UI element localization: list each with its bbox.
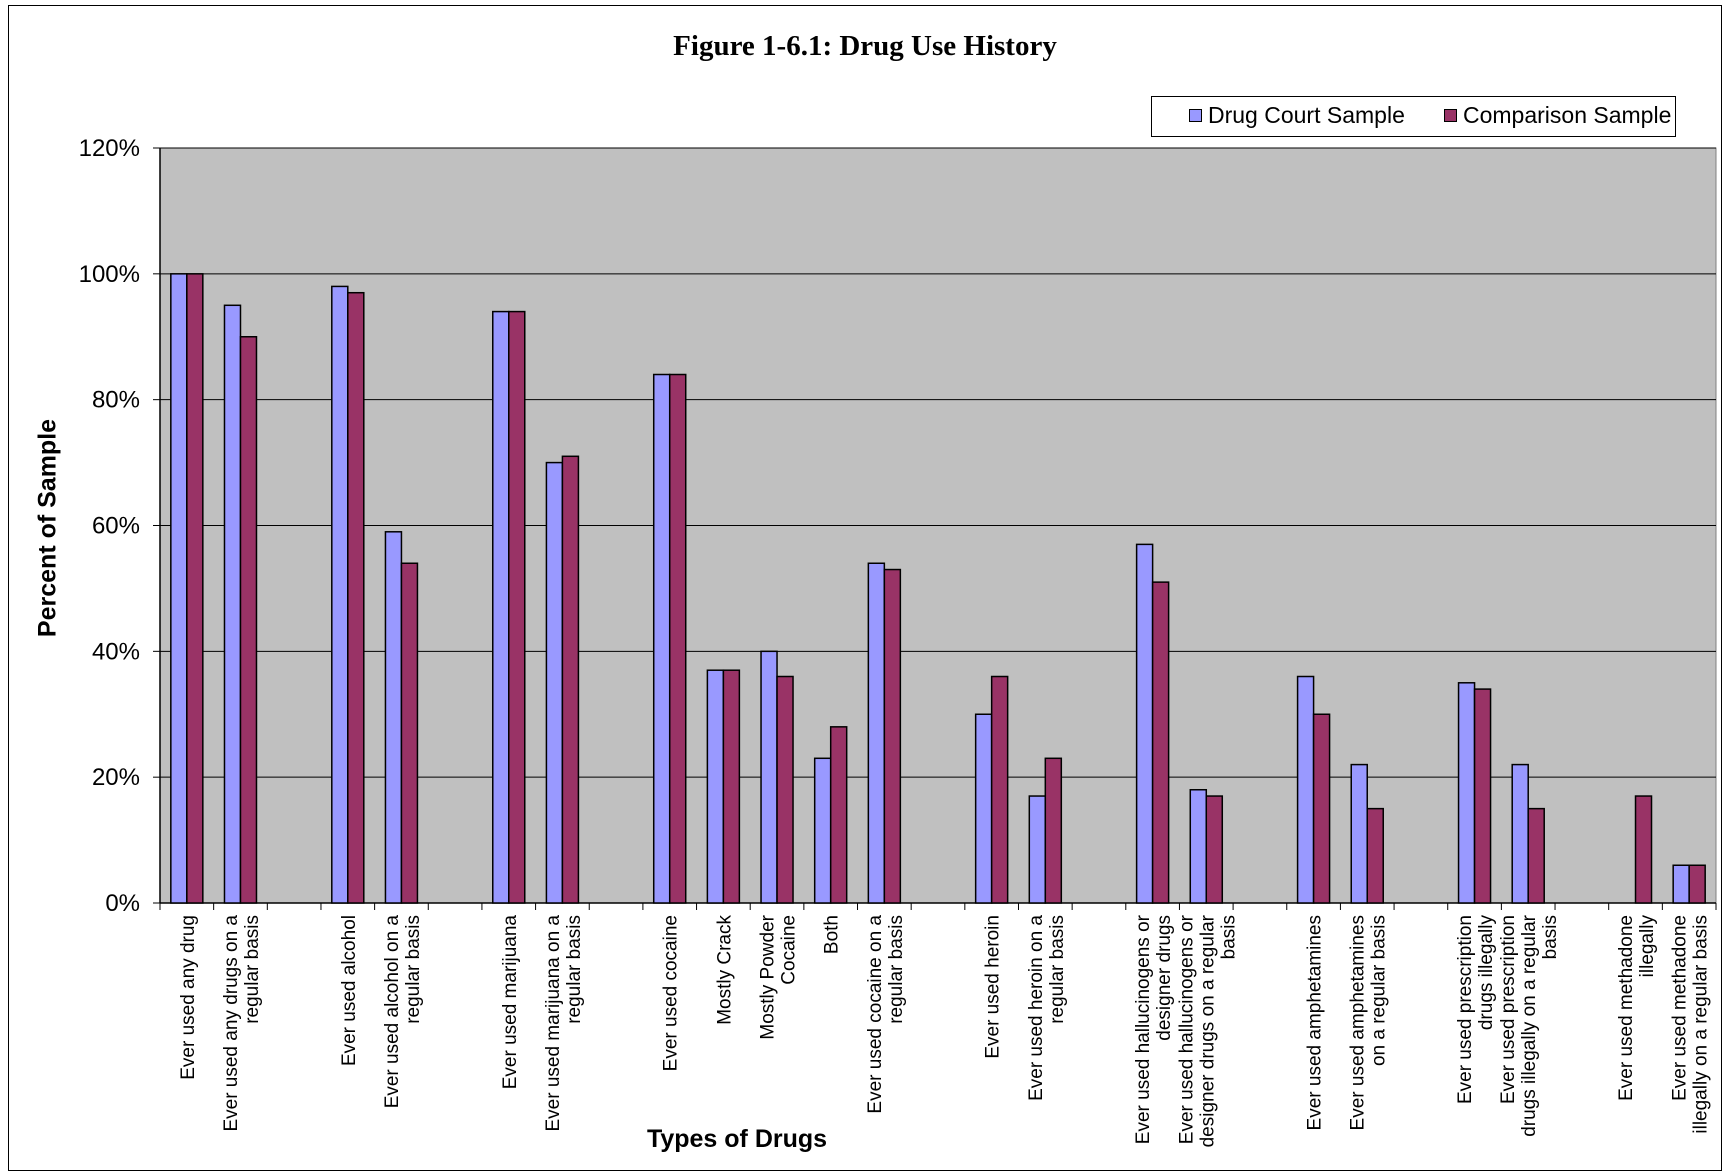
bar-drug-court [170, 273, 188, 904]
x-category-label: regular basis [1047, 915, 1068, 1024]
x-category-label: Ever used methadone [1670, 915, 1691, 1101]
bar-drug-court [1511, 763, 1529, 904]
bar-comparison [1634, 795, 1653, 904]
x-category-label: Mostly Powder [758, 914, 779, 1039]
x-category-label: Ever used marijuana on a [543, 915, 564, 1132]
x-category-label: Ever used cocaine [661, 915, 682, 1071]
bar-drug-court [706, 669, 725, 904]
y-tick-label: 120% [79, 135, 140, 162]
y-tick-label: 60% [92, 513, 140, 540]
bar-drug-court [384, 531, 403, 904]
x-category-label: Ever used prescription [1498, 915, 1519, 1104]
bar-drug-court [545, 461, 564, 904]
x-category-label: Ever used marijuana [500, 915, 521, 1090]
bar-drug-court [1028, 795, 1047, 904]
bar-comparison [1366, 807, 1384, 904]
bar-comparison [1312, 713, 1331, 904]
x-category-label: Ever used hallucinogens or [1176, 914, 1197, 1144]
x-category-label: Ever used any drugs on a [221, 915, 242, 1132]
y-tick-label: 0% [105, 890, 140, 917]
bar-drug-court [867, 562, 886, 904]
y-tick-label: 100% [79, 261, 140, 288]
x-category-label: basis [1540, 915, 1561, 959]
x-category-label: regular basis [886, 915, 907, 1024]
bar-comparison [400, 562, 419, 904]
x-category-label: drugs illegally [1476, 915, 1497, 1031]
legend-swatch-comparison [1444, 109, 1457, 122]
bar-comparison [776, 675, 794, 904]
bar-comparison [829, 726, 848, 904]
legend-label-drug-court: Drug Court Sample [1208, 102, 1405, 128]
bar-comparison [1205, 795, 1224, 904]
y-tick-label: 20% [92, 764, 140, 791]
bar-drug-court [1189, 789, 1208, 904]
legend-swatch-drug-court [1189, 109, 1202, 122]
bar-comparison [1151, 581, 1170, 904]
x-category-label: Mostly Crack [714, 915, 735, 1025]
bar-drug-court [1296, 675, 1315, 904]
legend: Drug Court Sample Comparison Sample [1151, 96, 1676, 137]
bar-comparison [990, 675, 1009, 904]
bar-drug-court [492, 310, 510, 904]
bar-comparison [722, 669, 741, 904]
bar-drug-court [1672, 864, 1690, 904]
bar-comparison [668, 373, 687, 904]
x-category-label: drugs illegally on a regular [1519, 914, 1540, 1136]
bar-comparison [1044, 757, 1063, 904]
legend-label-comparison: Comparison Sample [1463, 102, 1672, 128]
x-category-label: Ever used heroin on a [1026, 915, 1047, 1101]
x-category-label: illegally [1637, 915, 1658, 978]
bar-comparison [561, 455, 580, 904]
x-axis-title: Types of Drugs [646, 1125, 828, 1153]
bar-comparison [1473, 688, 1492, 904]
bar-comparison [1688, 864, 1706, 904]
x-category-label: Ever used alcohol on a [382, 915, 403, 1109]
bar-drug-court [1457, 682, 1476, 904]
bar-drug-court [760, 650, 778, 904]
bar-comparison [347, 291, 365, 904]
x-category-label: Ever used heroin [983, 915, 1004, 1059]
bar-comparison [883, 568, 902, 904]
y-tick-label: 40% [92, 638, 140, 665]
x-category-label: regular basis [403, 915, 424, 1024]
legend-item-drug-court: Drug Court Sample [1189, 102, 1405, 129]
bar-drug-court [652, 373, 671, 904]
x-category-label: regular basis [242, 915, 263, 1024]
bar-comparison [239, 336, 258, 904]
bar-drug-court [974, 713, 993, 904]
bar-drug-court [813, 757, 832, 904]
bar-drug-court [223, 304, 242, 904]
x-category-label: regular basis [564, 915, 585, 1024]
x-category-label: Ever used amphetamines [1305, 915, 1326, 1130]
x-category-label: designer drugs [1154, 915, 1175, 1041]
bar-drug-court [1135, 543, 1154, 904]
chart-title: Figure 1-6.1: Drug Use History [673, 30, 1057, 62]
x-category-label: Ever used prescription [1455, 915, 1476, 1104]
x-category-label: illegally on a regular basis [1691, 915, 1712, 1134]
x-category-label: basis [1218, 915, 1239, 959]
bar-comparison [508, 310, 526, 904]
x-category-label: Ever used any drug [178, 915, 199, 1080]
x-category-label: designer drugs on a regular [1197, 914, 1218, 1147]
x-category-label: Ever used alcohol [339, 915, 360, 1066]
bar-comparison [186, 273, 204, 904]
bar-drug-court [1350, 763, 1368, 904]
x-category-label: on a regular basis [1369, 915, 1390, 1066]
x-category-label: Ever used cocaine on a [865, 915, 886, 1114]
x-category-label: Both [822, 915, 843, 954]
x-category-label: Ever used hallucinogens or [1133, 914, 1154, 1144]
bar-drug-court [331, 285, 349, 904]
bar-comparison [1527, 807, 1545, 904]
x-category-label: Ever used amphetamines [1348, 915, 1369, 1130]
legend-item-comparison: Comparison Sample [1444, 102, 1671, 129]
y-tick-label: 80% [92, 387, 140, 414]
x-category-label: Cocaine [779, 915, 800, 985]
x-category-label: Ever used methadone [1616, 915, 1637, 1101]
